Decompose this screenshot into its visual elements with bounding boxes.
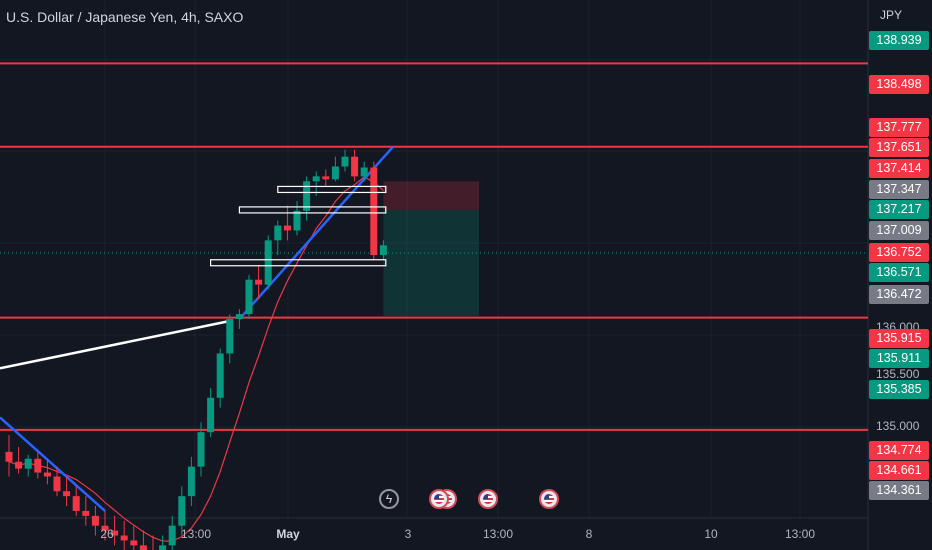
price-tag-label: 134.661 [869, 461, 929, 480]
candle-body [34, 458, 42, 473]
trendline-lower [0, 416, 106, 512]
candle-body [43, 472, 51, 477]
price-tag-label: 137.009 [869, 221, 929, 240]
position-reward-zone [383, 209, 479, 317]
trendline-white [0, 319, 231, 370]
price-tag-label: 135.385 [869, 380, 929, 399]
time-axis-label: May [276, 527, 300, 541]
candle-body [312, 176, 320, 182]
position-risk-zone [383, 181, 479, 210]
price-tag-label: 134.361 [869, 481, 929, 500]
candle-body [15, 461, 23, 469]
us-flag-event-icon[interactable] [429, 489, 449, 509]
price-tag-label: 135.911 [869, 349, 929, 368]
time-axis-label: 26 [100, 527, 114, 541]
price-tag-label: 137.651 [869, 138, 929, 157]
candle-body [120, 535, 128, 541]
candle-body [159, 545, 167, 550]
price-tag-label: 136.571 [869, 263, 929, 282]
candle-body [360, 167, 368, 177]
us-flag-event-icon[interactable] [539, 489, 559, 509]
candle-body [178, 496, 186, 526]
price-tag-label: 135.915 [869, 329, 929, 348]
candle-body [283, 225, 291, 231]
candle-body [303, 181, 311, 211]
symbol-title[interactable]: U.S. Dollar / Japanese Yen, 4h, SAXO [6, 9, 244, 25]
candle-body [111, 530, 119, 536]
price-tag-label: 137.777 [869, 118, 929, 137]
price-tag-label: 136.472 [869, 285, 929, 304]
candle-body [82, 510, 90, 516]
candle-body [24, 458, 32, 469]
candle-body [264, 240, 272, 285]
time-axis-label: 13:00 [180, 527, 212, 541]
price-axis-label: 135.500 [876, 367, 920, 381]
candle-body [139, 545, 147, 550]
candle-body [168, 525, 176, 546]
candle-body [293, 210, 301, 231]
moving-average-line [8, 176, 384, 542]
candle-body [331, 166, 339, 180]
price-tag-label: 138.498 [869, 75, 929, 94]
price-tag-label: 137.347 [869, 180, 929, 199]
currency-label: JPY [879, 8, 902, 22]
zone-box [238, 206, 387, 214]
candle-body [53, 476, 61, 492]
candle-body [351, 156, 359, 177]
lightning-event-icon[interactable]: ϟ [379, 489, 399, 509]
candle-body [322, 176, 330, 180]
candle-body [5, 451, 13, 462]
candle-body [187, 466, 195, 497]
candle-body [341, 156, 349, 167]
price-tag-label: 138.939 [869, 31, 929, 50]
candle-body [130, 540, 138, 546]
candle-body [235, 314, 243, 320]
time-axis-label: 13:00 [482, 527, 514, 541]
zone-box [210, 259, 387, 267]
price-tag-label: 137.217 [869, 200, 929, 219]
candle-body [63, 491, 71, 497]
candle-body [226, 319, 234, 354]
price-axis-label: 135.000 [876, 419, 920, 433]
candle-body [245, 279, 253, 315]
time-axis-label: 13:00 [784, 527, 816, 541]
time-axis-label: 8 [585, 527, 593, 541]
candle-body [72, 496, 80, 511]
price-tag-label: 134.774 [869, 441, 929, 460]
price-tag-label: 136.752 [869, 243, 929, 262]
price-tag-label: 137.414 [869, 159, 929, 178]
candle-body [274, 225, 282, 241]
candle-body [207, 397, 215, 433]
candle-body [197, 432, 205, 467]
time-axis-label: 10 [704, 527, 718, 541]
candle-body [101, 525, 109, 531]
candle-body [379, 245, 387, 256]
time-axis-label: 3 [404, 527, 412, 541]
us-flag-event-icon[interactable] [478, 489, 498, 509]
zone-box [277, 185, 387, 194]
candle-body [91, 515, 99, 526]
candle-body [370, 167, 378, 256]
candle-body [216, 353, 224, 398]
candle-body [255, 279, 263, 285]
